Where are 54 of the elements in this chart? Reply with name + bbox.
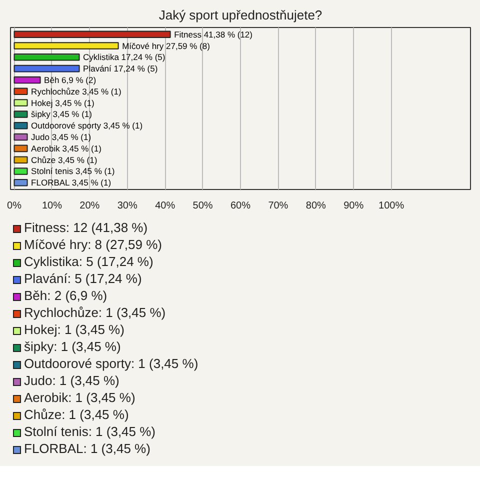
x-tick-label: 20% [80, 200, 100, 212]
x-tick-label: 80% [306, 200, 326, 212]
text: Míčové hry: 8 (27,59 %) [24, 237, 162, 252]
x-tick-label: 70% [268, 200, 288, 212]
bar [14, 110, 28, 118]
text: FLORBAL: 1 (3,45 %) [24, 441, 150, 456]
text: Fitness: 12 (41,38 %) [24, 220, 148, 235]
bar [14, 42, 119, 50]
bar [14, 179, 28, 186]
x-tick-label: 90% [344, 200, 364, 212]
text: Stolní tenis: 1 (3,45 %) [24, 424, 156, 439]
data-label: Fitness 41,38 % (12) [174, 29, 253, 40]
x-tick-label: 40% [155, 200, 176, 212]
data-label: Chůze 3,45 % (1) [31, 154, 98, 165]
text: Chůze: 1 (3,45 %) [24, 407, 129, 422]
text: Judo: 1 (3,45 %) [24, 373, 120, 388]
bar [14, 122, 28, 130]
text: šipky: 1 (3,45 %) [24, 339, 121, 354]
data-label: Stolní tenis 3,45 % (1) [31, 166, 115, 176]
bar [14, 30, 171, 38]
text: Aerobik: 1 (3,45 %) [24, 390, 136, 405]
bar [14, 99, 28, 106]
data-label: Rychlochůze 3,45 % (1) [31, 86, 122, 96]
data-label: Judo 3,45 % (1) [31, 132, 92, 142]
bar [14, 144, 28, 152]
bar [14, 54, 80, 61]
x-tick-label: 30% [117, 200, 138, 212]
text: Rychlochůze: 1 (3,45 %) [24, 305, 166, 320]
text: Běh: 2 (6,9 %) [24, 288, 108, 303]
x-tick-label: 50% [192, 200, 213, 212]
bar [14, 133, 28, 141]
data-label: Outdoorové sporty 3,45 % (1) [31, 120, 143, 131]
data-label: Cyklistika 17,24 % (5) [83, 52, 166, 62]
chart-title: Jaký sport upřednostňujete? [158, 8, 322, 22]
x-tick-label: 100% [378, 200, 404, 212]
data-label: Hokej 3,45 % (1) [31, 98, 95, 108]
data-label: Plavání 17,24 % (5) [83, 64, 158, 74]
data-label: šipky 3,45 % (1) [31, 109, 92, 120]
data-label: Míčové hry 27,59 % (8) [122, 40, 210, 51]
x-tick-label: 60% [230, 200, 251, 212]
text: Hokej: 1 (3,45 %) [24, 322, 124, 337]
bar [14, 156, 28, 164]
data-label: Běh 6,9 % (2) [44, 74, 96, 85]
bar [14, 168, 28, 175]
data-label: FLORBAL 3,45 % (1) [31, 178, 112, 188]
x-tick-label: 10% [42, 200, 62, 212]
data-label: Aerobik 3,45 % (1) [31, 143, 102, 154]
text: Cyklistika: 5 (17,24 %) [24, 254, 154, 269]
bar [14, 76, 41, 84]
x-tick-label: 0% [7, 200, 22, 212]
text: Outdoorové sporty: 1 (3,45 %) [24, 356, 198, 371]
text: Plavání: 5 (17,24 %) [24, 271, 142, 286]
bar [14, 64, 80, 72]
bar [14, 88, 28, 96]
